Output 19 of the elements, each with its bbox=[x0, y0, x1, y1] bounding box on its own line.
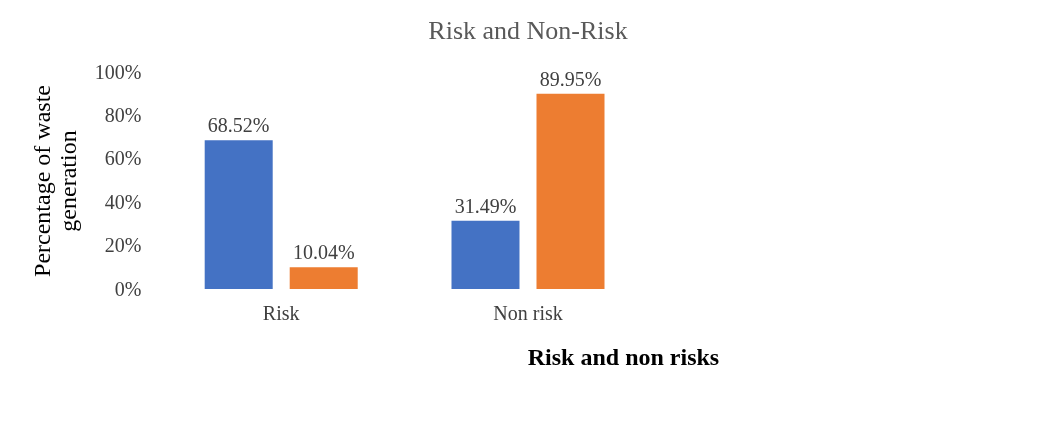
bar bbox=[536, 93, 605, 289]
chart-title: Risk and Non-Risk bbox=[428, 16, 628, 45]
bar bbox=[204, 140, 273, 289]
y-tick-label: 60% bbox=[104, 147, 142, 170]
x-tick-label: Non risk bbox=[493, 301, 563, 324]
y-tick-label: 80% bbox=[104, 103, 142, 126]
data-label: 89.95% bbox=[539, 67, 602, 90]
x-tick-label: Risk bbox=[262, 301, 300, 324]
y-tick-label: 20% bbox=[104, 234, 142, 257]
x-axis-title: Risk and non risks bbox=[527, 343, 720, 370]
data-label: 10.04% bbox=[292, 241, 355, 264]
bar bbox=[451, 220, 520, 289]
y-tick-label: 100% bbox=[94, 60, 142, 83]
bar bbox=[289, 267, 358, 289]
data-label: 68.52% bbox=[207, 114, 270, 137]
data-label: 31.49% bbox=[454, 194, 517, 217]
y-axis-title: Percentage of waste generation bbox=[28, 85, 81, 277]
y-tick-label: 40% bbox=[104, 190, 142, 213]
y-tick-label: 0% bbox=[114, 277, 142, 300]
